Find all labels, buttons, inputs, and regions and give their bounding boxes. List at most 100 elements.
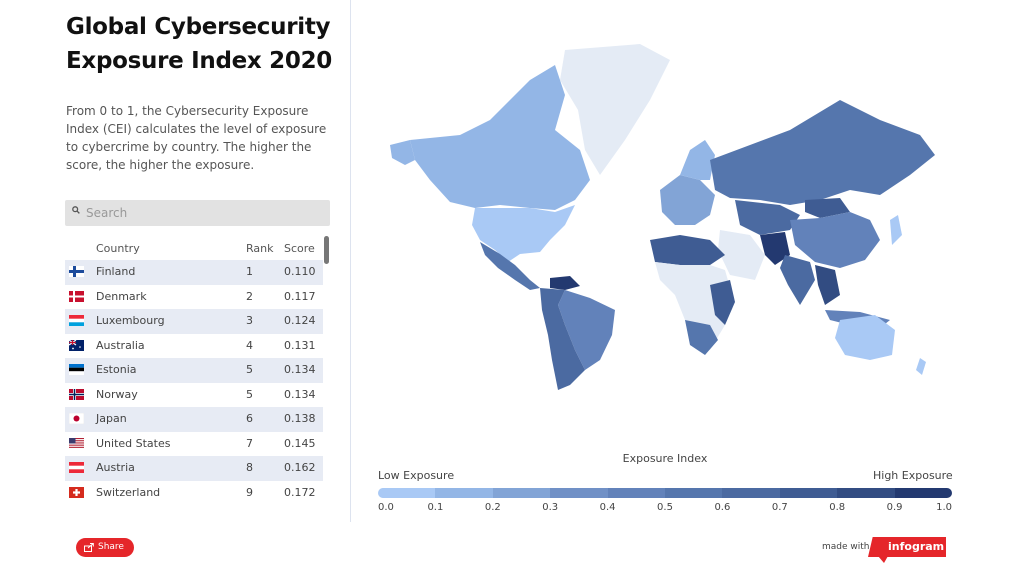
search-input[interactable] <box>86 203 316 223</box>
map-region-europe[interactable] <box>660 175 715 225</box>
legend-ticks: 0.0 0.1 0.2 0.3 0.4 0.5 0.6 0.7 0.8 0.9 1.0 <box>378 502 952 516</box>
map-region-india[interactable] <box>780 255 815 305</box>
country-name: Luxembourg <box>96 314 165 327</box>
share-label: Share <box>98 542 124 552</box>
country-name: Norway <box>96 387 138 401</box>
table-scrollbar[interactable] <box>324 236 329 264</box>
world-choropleth-map <box>390 44 935 390</box>
country-name: United States <box>96 436 171 450</box>
legend-color-scale <box>378 488 952 498</box>
map-region-central-asia[interactable] <box>735 200 800 235</box>
panel-divider <box>350 0 351 522</box>
map-region-brazil[interactable] <box>558 290 615 370</box>
legend-color-step <box>665 488 723 498</box>
country-score: 0.124 <box>284 314 316 327</box>
legend-tick-label: 0.8 <box>829 502 846 513</box>
infogram-logo[interactable]: infogram <box>868 537 946 557</box>
map-region-canada[interactable] <box>410 65 590 210</box>
switzerland-flag-icon <box>69 486 84 498</box>
table-row[interactable]: Estonia 5 0.134 <box>65 358 323 383</box>
luxembourg-flag-icon <box>69 315 84 326</box>
legend-tick-label: 0.9 <box>886 502 903 513</box>
legend-tick-label: 0.7 <box>771 502 788 513</box>
column-header-rank[interactable]: Rank <box>246 242 274 255</box>
table-row[interactable]: Australia 4 0.131 <box>65 334 323 359</box>
country-rank: 5 <box>246 363 253 376</box>
country-score: 0.172 <box>284 485 316 499</box>
map-region-alaska[interactable] <box>390 140 415 165</box>
infogram-brand: infogram <box>888 540 945 553</box>
japan-flag-icon <box>69 413 84 424</box>
legend-tick-label: 0.4 <box>599 502 616 513</box>
table-row[interactable]: Switzerland 9 0.172 <box>65 481 323 506</box>
country-name: Japan <box>96 412 127 425</box>
map-region-scandinavia[interactable] <box>680 140 715 180</box>
table-row[interactable]: United States 7 0.145 <box>65 432 323 457</box>
column-header-score[interactable]: Score <box>284 242 315 255</box>
country-score: 0.131 <box>284 338 316 352</box>
legend-tick-label: 0.1 <box>427 502 444 513</box>
table-row[interactable]: Austria 8 0.162 <box>65 456 323 481</box>
legend-low-label: Low Exposure <box>378 469 455 482</box>
country-score: 0.134 <box>284 387 316 401</box>
estonia-flag-icon <box>69 364 84 375</box>
map-region-southern-africa[interactable] <box>685 320 718 355</box>
map-region-east-africa[interactable] <box>710 280 735 325</box>
map-region-venezuela[interactable] <box>550 276 580 290</box>
legend-tick-label: 0.3 <box>542 502 559 513</box>
table-row[interactable]: Luxembourg 3 0.124 <box>65 309 323 334</box>
country-score: 0.162 <box>284 461 316 474</box>
map-region-new-zealand[interactable] <box>916 358 926 375</box>
table-row[interactable]: Denmark 2 0.117 <box>65 285 323 310</box>
table-row[interactable]: Finland 1 0.110 <box>65 260 323 285</box>
legend-color-step <box>435 488 493 498</box>
country-score: 0.138 <box>284 412 316 425</box>
map-region-greenland[interactable] <box>560 44 670 175</box>
map-region-japan[interactable] <box>890 215 902 245</box>
map-region-mongolia[interactable] <box>805 198 850 218</box>
map-region-south-america-west[interactable] <box>540 288 585 390</box>
map-region-middle-east[interactable] <box>718 230 765 280</box>
map-region-mexico[interactable] <box>480 242 540 290</box>
map-region-north-africa[interactable] <box>650 235 725 265</box>
legend-tick-label: 1.0 <box>936 502 952 513</box>
column-header-country[interactable]: Country <box>96 242 140 255</box>
legend-tick-label: 0.0 <box>378 502 394 513</box>
legend-color-step <box>894 488 952 498</box>
legend-color-step <box>492 488 551 498</box>
share-button[interactable]: Share <box>76 538 134 557</box>
country-rank: 9 <box>246 485 253 499</box>
map-region-australia[interactable] <box>835 315 895 360</box>
legend-color-step <box>837 488 895 498</box>
country-name: Finland <box>96 265 136 278</box>
search-box[interactable] <box>65 200 330 226</box>
country-rank: 3 <box>246 314 253 327</box>
legend-tick-label: 0.2 <box>484 502 501 513</box>
country-name: Switzerland <box>96 485 161 499</box>
legend-tick-label: 0.5 <box>657 502 673 513</box>
legend-color-step <box>550 488 608 498</box>
map-region-russia[interactable] <box>710 100 935 205</box>
country-rank: 2 <box>246 289 253 303</box>
legend-high-label: High Exposure <box>873 469 953 482</box>
country-table: Country Rank Score Finland 1 0.110 Denmark 2… <box>65 238 323 505</box>
map-region-south-west-asia[interactable] <box>760 232 790 265</box>
search-icon <box>72 206 80 214</box>
country-name: Australia <box>96 338 145 352</box>
country-score: 0.110 <box>284 265 316 278</box>
country-rank: 6 <box>246 412 253 425</box>
map-region-china[interactable] <box>790 212 880 268</box>
legend-color-step <box>722 488 780 498</box>
austria-flag-icon <box>69 462 84 473</box>
map-region-united-states[interactable] <box>472 205 575 262</box>
description-text: From 0 to 1, the Cybersecurity Exposure … <box>66 104 327 172</box>
country-rank: 8 <box>246 461 253 474</box>
map-region-africa[interactable] <box>655 262 732 350</box>
map-region-southeast-asia[interactable] <box>815 265 840 305</box>
share-icon <box>84 543 94 552</box>
table-row[interactable]: Japan 6 0.138 <box>65 407 323 432</box>
country-rank: 1 <box>246 265 253 278</box>
table-header: Country Rank Score <box>65 238 323 260</box>
table-row[interactable]: Norway 5 0.134 <box>65 383 323 408</box>
country-rank: 4 <box>246 338 253 352</box>
